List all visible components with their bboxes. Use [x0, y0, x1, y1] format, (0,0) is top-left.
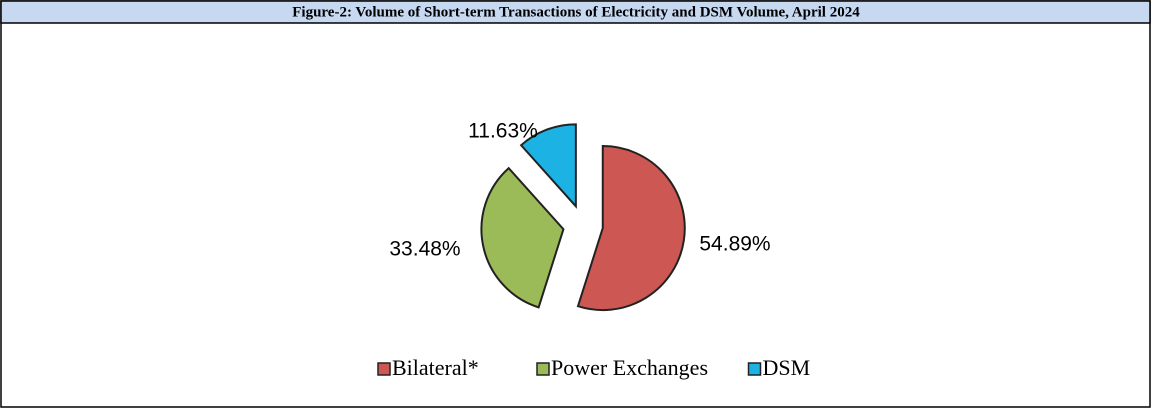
chart-title: Figure-2: Volume of Short-term Transacti… — [292, 4, 860, 20]
legend-label: Bilateral* — [392, 355, 479, 380]
pie-slice — [576, 145, 686, 312]
legend-label: Power Exchanges — [551, 355, 708, 380]
data-label: 54.89% — [699, 233, 770, 256]
legend-swatch — [747, 362, 762, 376]
pie-slice — [519, 123, 577, 209]
pie-slice — [480, 166, 565, 309]
legend-swatch — [536, 362, 550, 376]
data-label: 11.63% — [468, 120, 538, 143]
legend-label: DSM — [763, 355, 811, 380]
title-bar — [0, 0, 1151, 24]
data-label: 33.48% — [389, 238, 460, 261]
legend-swatch — [377, 362, 391, 376]
